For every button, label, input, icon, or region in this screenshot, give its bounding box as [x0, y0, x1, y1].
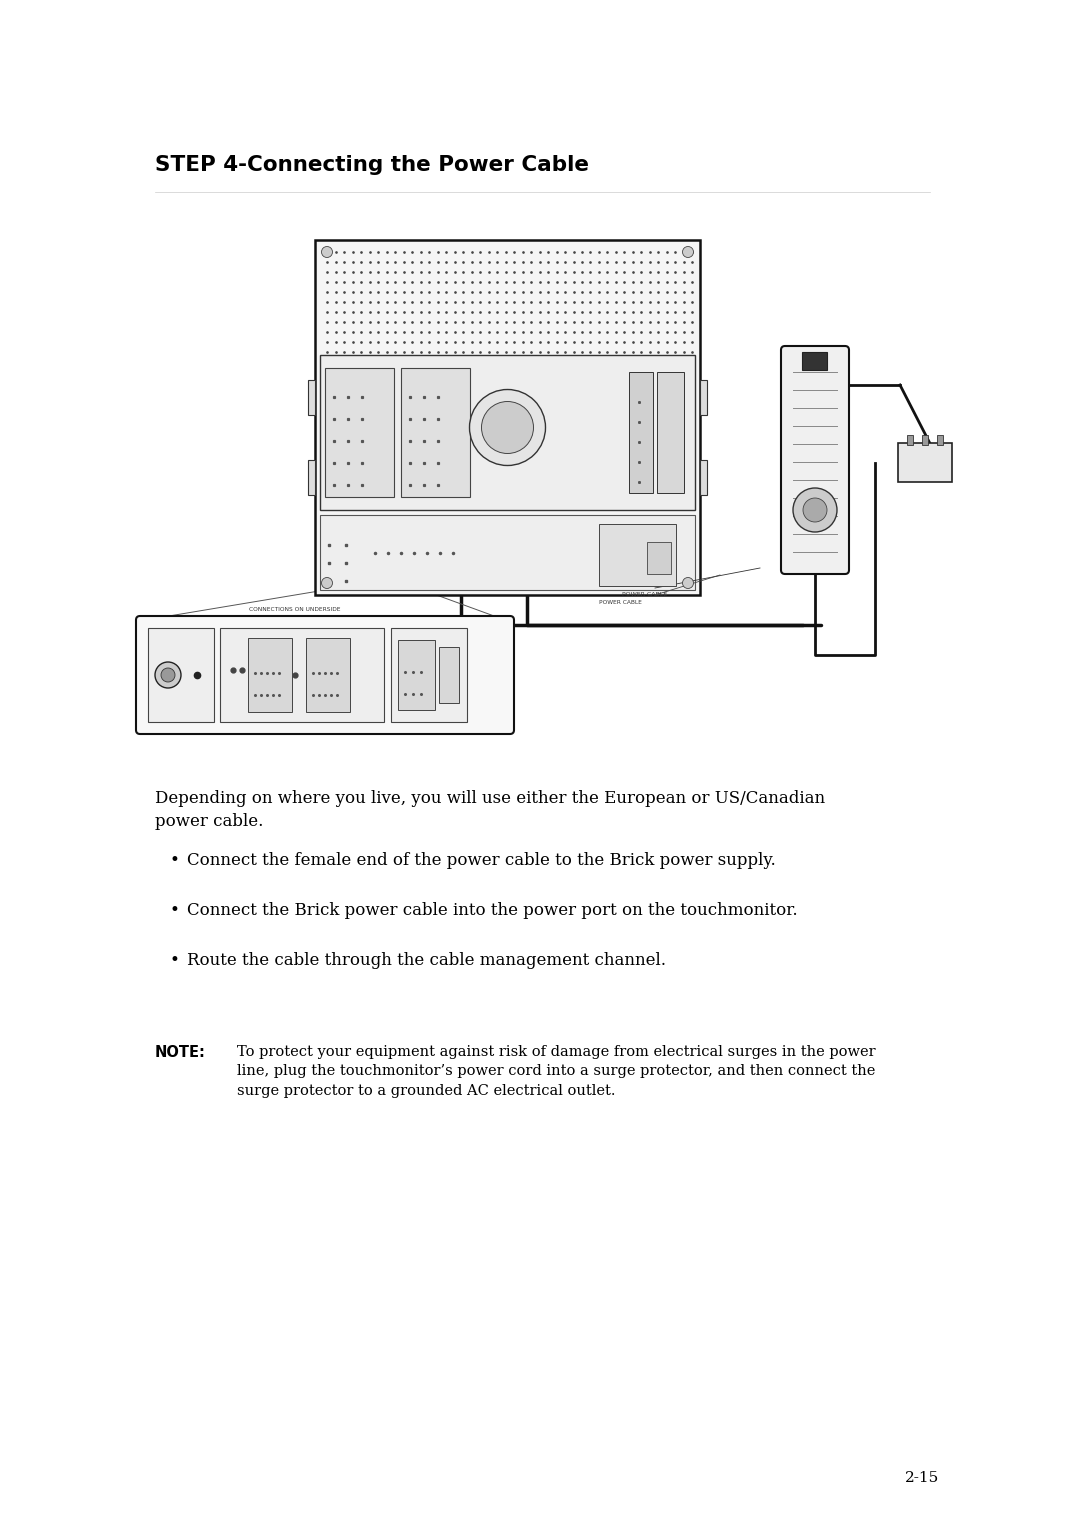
Text: POWER: POWER [170, 728, 192, 733]
Text: NOTE:: NOTE: [156, 1045, 206, 1060]
Text: Depending on where you live, you will use either the European or US/Canadian
pow: Depending on where you live, you will us… [156, 789, 825, 831]
Circle shape [161, 669, 175, 682]
Circle shape [683, 577, 693, 589]
Text: POWER CABLE: POWER CABLE [622, 592, 667, 597]
Text: Connect the female end of the power cable to the Brick power supply.: Connect the female end of the power cabl… [187, 852, 775, 869]
Text: CONNECTIONS ON UNDERSIDE: CONNECTIONS ON UNDERSIDE [249, 607, 341, 612]
FancyBboxPatch shape [897, 444, 951, 482]
Circle shape [482, 401, 534, 453]
Text: •: • [170, 852, 180, 869]
FancyBboxPatch shape [315, 240, 700, 595]
Circle shape [322, 577, 333, 589]
Circle shape [322, 246, 333, 257]
Bar [907, 435, 913, 445]
Text: Connect the Brick power cable into the power port on the touchmonitor.: Connect the Brick power cable into the p… [187, 903, 798, 920]
FancyBboxPatch shape [401, 369, 470, 497]
FancyBboxPatch shape [438, 647, 459, 702]
FancyBboxPatch shape [657, 372, 684, 493]
FancyBboxPatch shape [325, 369, 394, 497]
Text: STEP 4-Connecting the Power Cable: STEP 4-Connecting the Power Cable [156, 155, 589, 174]
Circle shape [793, 488, 837, 532]
FancyBboxPatch shape [148, 627, 214, 722]
FancyBboxPatch shape [308, 461, 315, 496]
Circle shape [470, 390, 545, 465]
FancyBboxPatch shape [320, 355, 696, 509]
FancyBboxPatch shape [700, 461, 707, 496]
FancyBboxPatch shape [700, 379, 707, 415]
FancyBboxPatch shape [320, 516, 696, 591]
Text: 2-15: 2-15 [905, 1470, 940, 1486]
FancyBboxPatch shape [629, 372, 653, 493]
FancyBboxPatch shape [220, 627, 384, 722]
FancyBboxPatch shape [802, 352, 827, 370]
Bar [922, 435, 928, 445]
FancyBboxPatch shape [136, 617, 514, 734]
FancyBboxPatch shape [306, 638, 350, 711]
Text: POWER CABLE: POWER CABLE [598, 600, 642, 604]
FancyBboxPatch shape [399, 640, 435, 710]
FancyBboxPatch shape [647, 542, 671, 574]
Circle shape [683, 246, 693, 257]
Text: •: • [170, 903, 180, 920]
Circle shape [156, 662, 181, 688]
FancyBboxPatch shape [308, 379, 315, 415]
FancyBboxPatch shape [391, 627, 467, 722]
FancyBboxPatch shape [248, 638, 292, 711]
Circle shape [804, 497, 827, 522]
Text: Route the cable through the cable management channel.: Route the cable through the cable manage… [187, 952, 666, 968]
Text: To protect your equipment against risk of damage from electrical surges in the p: To protect your equipment against risk o… [237, 1045, 876, 1099]
FancyBboxPatch shape [599, 523, 676, 586]
Bar [937, 435, 943, 445]
Text: •: • [170, 952, 180, 968]
FancyBboxPatch shape [781, 346, 849, 574]
